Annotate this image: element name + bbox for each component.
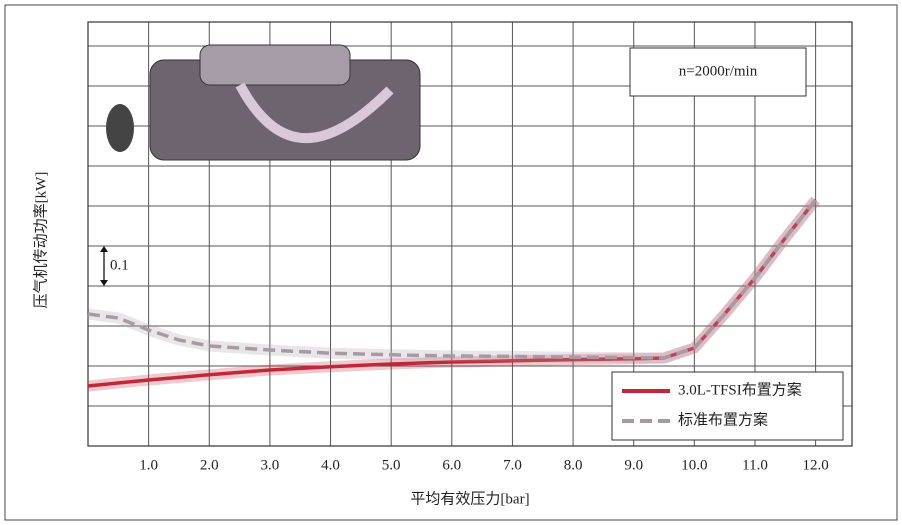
x-tick-label: 4.0 xyxy=(321,457,340,473)
engine-pulley xyxy=(106,104,134,152)
x-tick-label: 6.0 xyxy=(442,457,461,473)
x-tick-label: 2.0 xyxy=(200,457,219,473)
x-tick-label: 11.0 xyxy=(742,457,768,473)
x-tick-label: 5.0 xyxy=(382,457,401,473)
scale-label: 0.1 xyxy=(110,257,129,273)
legend-label: 3.0L-TFSI布置方案 xyxy=(678,380,802,398)
chart: n=2000r/min 0.1 3.0L-TFSI布置方案标准布置方案 压气机传… xyxy=(0,0,902,525)
x-tick-label: 12.0 xyxy=(802,457,828,473)
engine-top xyxy=(200,45,350,85)
annotation: n=2000r/min xyxy=(679,63,758,79)
x-tick-label: 8.0 xyxy=(564,457,583,473)
x-tick-label: 9.0 xyxy=(624,457,643,473)
x-tick-label: 3.0 xyxy=(261,457,280,473)
y-axis-label: 压气机传动功率[kW] xyxy=(32,172,49,309)
x-tick-label: 7.0 xyxy=(503,457,522,473)
x-tick-label: 10.0 xyxy=(681,457,707,473)
legend-label: 标准布置方案 xyxy=(678,410,768,428)
x-axis-label: 平均有效压力[bar] xyxy=(410,490,529,507)
x-tick-label: 1.0 xyxy=(139,457,158,473)
